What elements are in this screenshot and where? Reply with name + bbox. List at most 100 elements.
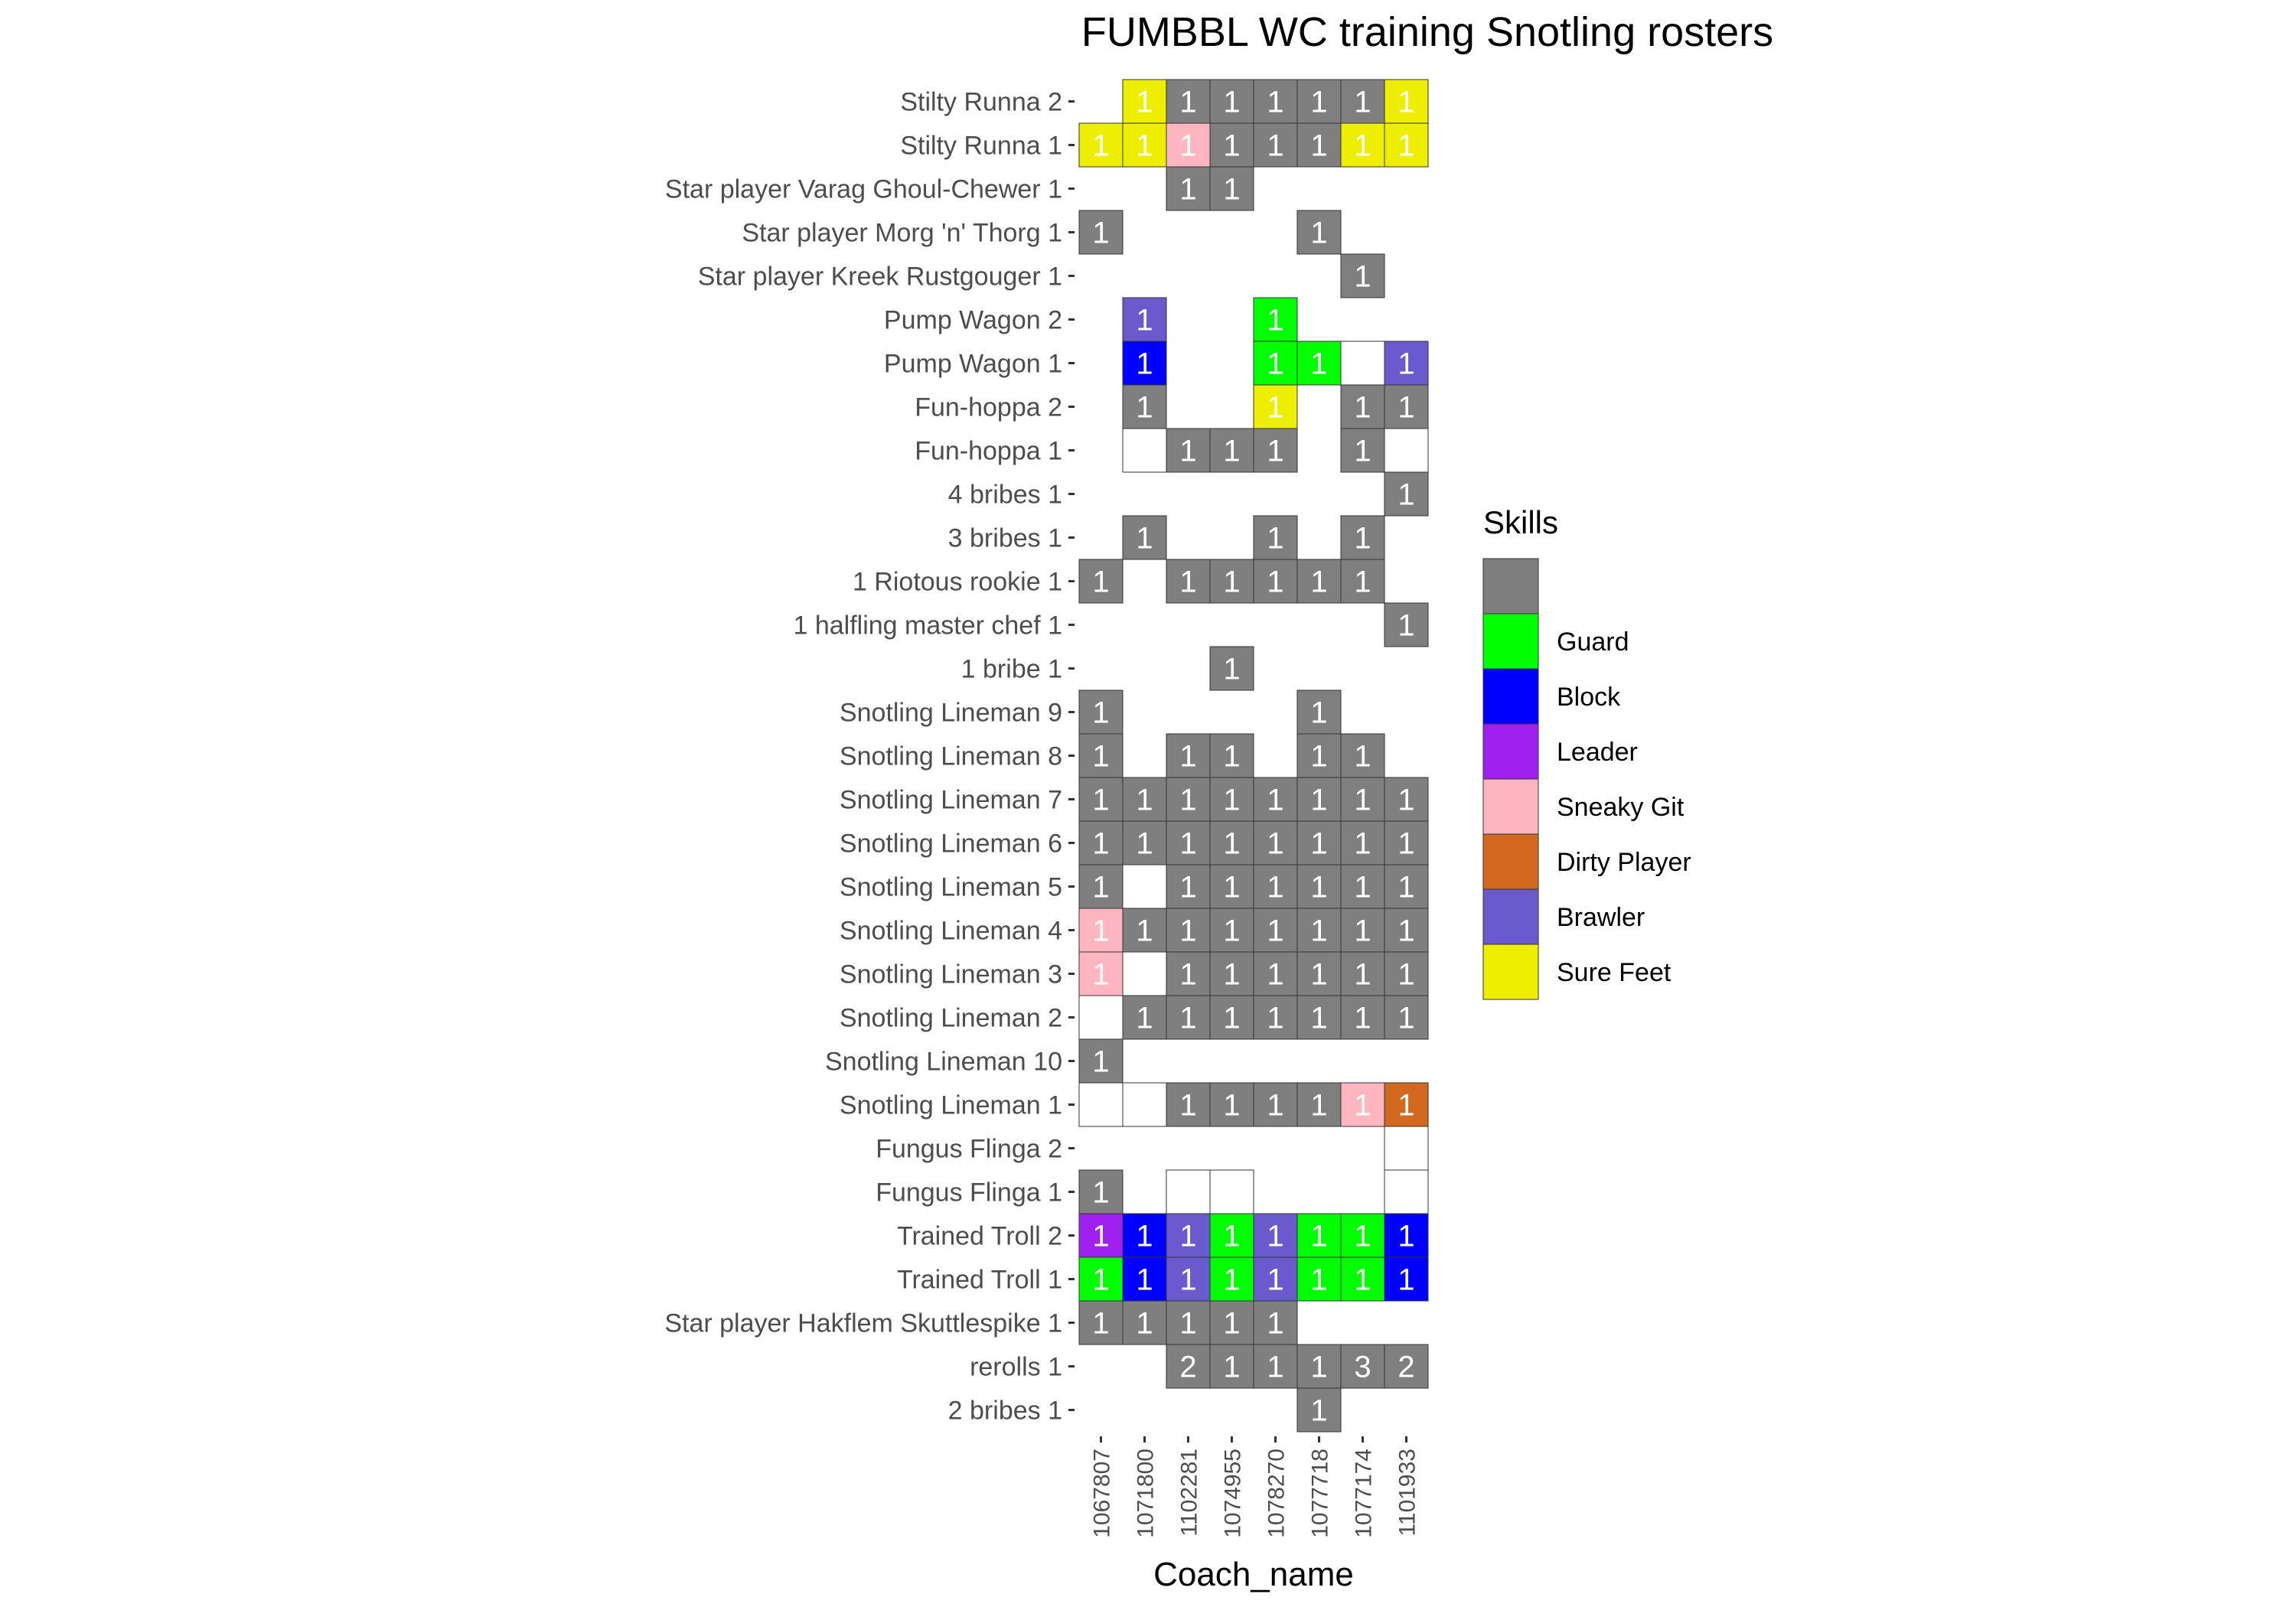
cell-value-1-riotous-rookie-1-1077174: 1 [1354, 566, 1371, 599]
cell-stilty-runna-2-1071800 [1122, 79, 1167, 124]
cell-snotling-lineman-3-1077718 [1296, 951, 1342, 996]
cell-value-snotling-lineman-5-1074955: 1 [1223, 871, 1240, 905]
cell-pump-wagon-1-1077174 [1340, 341, 1385, 386]
cell-trained-troll-2-1074955 [1209, 1213, 1254, 1258]
cell-fun-hoppa-2-1077174 [1340, 384, 1385, 429]
cell-snotling-lineman-1-1077718 [1296, 1082, 1342, 1127]
cell-value-trained-troll-1-1078270: 1 [1267, 1263, 1283, 1297]
cell-value-stilty-runna-2-1077174: 1 [1354, 86, 1371, 119]
cell-stilty-runna-1-1067807 [1078, 122, 1124, 168]
cell-trained-troll-1-1078270 [1253, 1257, 1298, 1302]
cell-value-snotling-lineman-2-1102281: 1 [1179, 1002, 1196, 1035]
cell-value-star-player-hakflem-skuttlespike-1-1102281: 1 [1179, 1307, 1196, 1341]
cell-snotling-lineman-4-1102281 [1166, 908, 1211, 953]
cell-value-trained-troll-2-1078270: 1 [1267, 1220, 1283, 1253]
cell-rerolls-1-1074955 [1209, 1344, 1254, 1389]
y-tick-label-star-player-morg-n-thorg-1: Star player Morg 'n' Thorg 1 [742, 219, 1062, 248]
legend-swatch-surefeet [1482, 944, 1539, 1000]
cell-snotling-lineman-5-1071800 [1122, 864, 1167, 909]
cell-snotling-lineman-4-1077174 [1340, 908, 1385, 953]
cell-trained-troll-2-1077174 [1340, 1213, 1385, 1258]
cell-trained-troll-1-1071800 [1122, 1257, 1167, 1302]
x-tick-label-1077718: 1077718 [1308, 1449, 1333, 1538]
cell-value-rerolls-1-1074955: 1 [1223, 1351, 1240, 1384]
cell-value-rerolls-1-1101933: 2 [1397, 1351, 1414, 1384]
cell-value-snotling-lineman-10-1067807: 1 [1092, 1045, 1109, 1079]
cell-value-snotling-lineman-6-1077718: 1 [1310, 827, 1327, 861]
cell-value-stilty-runna-2-1078270: 1 [1267, 86, 1283, 119]
cell-trained-troll-1-1101933 [1384, 1257, 1429, 1302]
cell-value-trained-troll-1-1102281: 1 [1179, 1263, 1196, 1297]
cell-value-snotling-lineman-4-1067807: 1 [1092, 914, 1109, 948]
x-tick-label-1102281: 1102281 [1177, 1449, 1202, 1537]
cell-pump-wagon-2-1078270 [1253, 297, 1298, 342]
cell-value-stilty-runna-2-1077718: 1 [1310, 86, 1327, 119]
y-tick-label-snotling-lineman-5: Snotling Lineman 5 [840, 873, 1062, 902]
cell-value-snotling-lineman-4-1071800: 1 [1136, 914, 1153, 948]
cell-value-star-player-hakflem-skuttlespike-1-1067807: 1 [1092, 1307, 1109, 1341]
cell-snotling-lineman-8-1102281 [1166, 733, 1211, 778]
cell-value-snotling-lineman-2-1078270: 1 [1267, 1002, 1283, 1035]
cell-stilty-runna-1-1078270 [1253, 122, 1298, 168]
cell-value-trained-troll-2-1071800: 1 [1136, 1220, 1153, 1253]
cell-snotling-lineman-6-1101933 [1384, 820, 1429, 865]
cell-snotling-lineman-1-1077174 [1340, 1082, 1385, 1127]
cell-stilty-runna-1-1077174 [1340, 122, 1385, 168]
cell-value-fun-hoppa-1-1102281: 1 [1179, 435, 1196, 468]
cell-snotling-lineman-1-1078270 [1253, 1082, 1298, 1127]
cell-value-snotling-lineman-7-1078270: 1 [1267, 784, 1283, 817]
cell-snotling-lineman-10-1067807 [1078, 1038, 1124, 1084]
cell-value-3-bribes-1-1077174: 1 [1354, 522, 1371, 556]
cell-value-snotling-lineman-8-1077174: 1 [1354, 740, 1371, 774]
cell-trained-troll-1-1077718 [1296, 1257, 1342, 1302]
cell-value-fun-hoppa-2-1071800: 1 [1136, 391, 1153, 425]
cell-snotling-lineman-5-1077718 [1296, 864, 1342, 909]
cell-snotling-lineman-2-1077174 [1340, 995, 1385, 1040]
cell-star-player-kreek-rustgouger-1-1077174 [1340, 253, 1385, 298]
cell-value-1-riotous-rookie-1-1077718: 1 [1310, 566, 1327, 599]
y-tick-label-2-bribes-1: 2 bribes 1 [948, 1397, 1062, 1426]
cell-value-snotling-lineman-4-1077174: 1 [1354, 914, 1371, 948]
cell-value-trained-troll-2-1067807: 1 [1092, 1220, 1109, 1253]
cell-value-1-riotous-rookie-1-1074955: 1 [1223, 566, 1240, 599]
cell-snotling-lineman-4-1101933 [1384, 908, 1429, 953]
cell-snotling-lineman-6-1077718 [1296, 820, 1342, 865]
cell-snotling-lineman-3-1074955 [1209, 951, 1254, 996]
cell-stilty-runna-1-1101933 [1384, 122, 1429, 168]
cell-value-fun-hoppa-2-1078270: 1 [1267, 391, 1283, 425]
cell-value-snotling-lineman-8-1077718: 1 [1310, 740, 1327, 774]
x-tick-label-1101933: 1101933 [1395, 1449, 1420, 1537]
y-tick-label-rerolls-1: rerolls 1 [970, 1353, 1062, 1382]
cell-snotling-lineman-1-1101933 [1384, 1082, 1429, 1127]
cell-snotling-lineman-7-1071800 [1122, 777, 1167, 822]
cell-stilty-runna-2-1077174 [1340, 79, 1385, 124]
cell-value-snotling-lineman-6-1071800: 1 [1136, 827, 1153, 861]
cell-fun-hoppa-2-1078270 [1253, 384, 1298, 429]
cell-value-trained-troll-2-1074955: 1 [1223, 1220, 1240, 1253]
cell-value-rerolls-1-1102281: 2 [1179, 1351, 1196, 1384]
cell-rerolls-1-1077174 [1340, 1344, 1385, 1389]
cell-fun-hoppa-1-1071800 [1122, 428, 1167, 473]
cell-value-trained-troll-1-1071800: 1 [1136, 1263, 1153, 1297]
cell-value-star-player-kreek-rustgouger-1-1077174: 1 [1354, 260, 1371, 294]
cell-snotling-lineman-1-1071800 [1122, 1082, 1167, 1127]
cell-value-fun-hoppa-1-1077174: 1 [1354, 435, 1371, 468]
cell-snotling-lineman-5-1077174 [1340, 864, 1385, 909]
cell-value-trained-troll-2-1077718: 1 [1310, 1220, 1327, 1253]
cell-value-snotling-lineman-4-1101933: 1 [1397, 914, 1414, 948]
cell-value-snotling-lineman-3-1067807: 1 [1092, 958, 1109, 992]
cell-fun-hoppa-1-1078270 [1253, 428, 1298, 473]
y-tick-label-snotling-lineman-4: Snotling Lineman 4 [840, 917, 1062, 946]
y-tick-label-snotling-lineman-10: Snotling Lineman 10 [825, 1048, 1062, 1077]
cell-value-snotling-lineman-4-1078270: 1 [1267, 914, 1283, 948]
cell-value-snotling-lineman-5-1078270: 1 [1267, 871, 1283, 905]
legend-label-dirty: Dirty Player [1557, 848, 1691, 877]
cell-snotling-lineman-8-1067807 [1078, 733, 1124, 778]
cell-snotling-lineman-5-1078270 [1253, 864, 1298, 909]
cell-trained-troll-1-1077174 [1340, 1257, 1385, 1302]
cell-fungus-flinga-1-1067807 [1078, 1169, 1124, 1214]
y-tick-label-star-player-kreek-rustgouger-1: Star player Kreek Rustgouger 1 [698, 262, 1062, 292]
cell-value-star-player-hakflem-skuttlespike-1-1071800: 1 [1136, 1307, 1153, 1341]
cell-snotling-lineman-1-1102281 [1166, 1082, 1211, 1127]
cell-value-snotling-lineman-9-1077718: 1 [1310, 696, 1327, 730]
